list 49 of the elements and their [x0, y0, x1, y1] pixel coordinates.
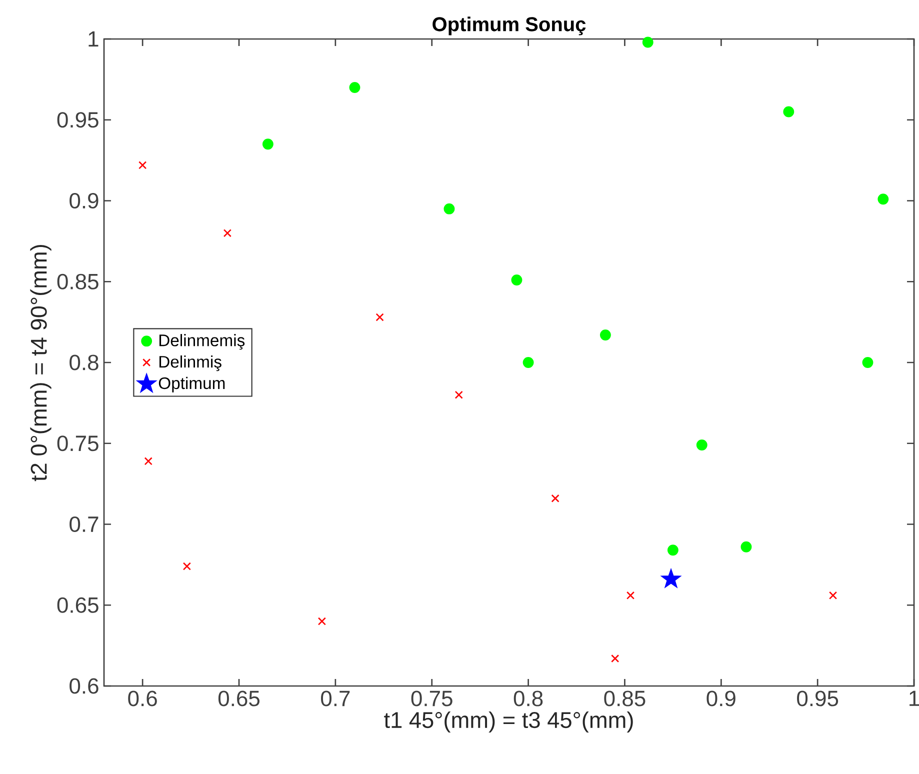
point — [511, 274, 522, 286]
point — [223, 229, 232, 238]
legend-label: Delinmiş — [159, 355, 222, 372]
point — [349, 82, 360, 93]
chart-title: Optimum Sonuç — [432, 16, 586, 36]
point — [376, 313, 384, 322]
y-tick-label: 0.65 — [57, 597, 98, 613]
point — [661, 569, 681, 588]
point — [696, 440, 708, 450]
point — [444, 203, 455, 214]
x-tick-label: 0.95 — [797, 690, 838, 706]
x-tick-label: 0.75 — [411, 690, 452, 706]
y-tick-label: 0.95 — [57, 112, 98, 128]
y-tick-label: 0.6 — [70, 678, 98, 694]
point — [828, 591, 838, 600]
y-tick-label: 0.85 — [57, 274, 98, 290]
x-tick-label: 0.85 — [604, 690, 646, 706]
point — [182, 562, 191, 570]
point — [740, 541, 752, 552]
point — [318, 617, 326, 626]
point — [551, 494, 560, 502]
x-tick-label: 0.8 — [514, 690, 543, 706]
x-tick-label: 0.65 — [218, 690, 260, 706]
y-tick-label: 0.8 — [70, 354, 98, 370]
point — [144, 457, 152, 466]
y-axis-title: t2 0°(mm) = t4 90°(mm) — [30, 244, 52, 482]
y-tick-label: 0.7 — [70, 516, 98, 532]
x-axis-title: t1 45°(mm) = t3 45°(mm) — [384, 711, 633, 733]
x-tick-label: 0.9 — [706, 690, 736, 706]
point — [878, 194, 889, 205]
y-tick-label: 0.9 — [70, 192, 98, 209]
point — [667, 544, 678, 556]
point — [862, 357, 874, 368]
point — [626, 591, 635, 600]
x-tick-label: 0.6 — [128, 690, 157, 706]
y-tick-label: 1 — [88, 31, 98, 47]
legend-label: Optimum — [158, 376, 225, 392]
point — [600, 330, 611, 340]
point — [522, 357, 534, 368]
point — [262, 138, 274, 150]
point — [138, 161, 147, 170]
x-tick-label: 1 — [910, 690, 919, 706]
point — [783, 106, 794, 118]
legend-label: Delinmemiş — [159, 334, 245, 350]
point — [611, 654, 620, 663]
x-tick-label: 0.7 — [321, 690, 350, 706]
point — [454, 390, 463, 399]
point — [642, 36, 654, 48]
y-tick-label: 0.75 — [57, 436, 98, 452]
